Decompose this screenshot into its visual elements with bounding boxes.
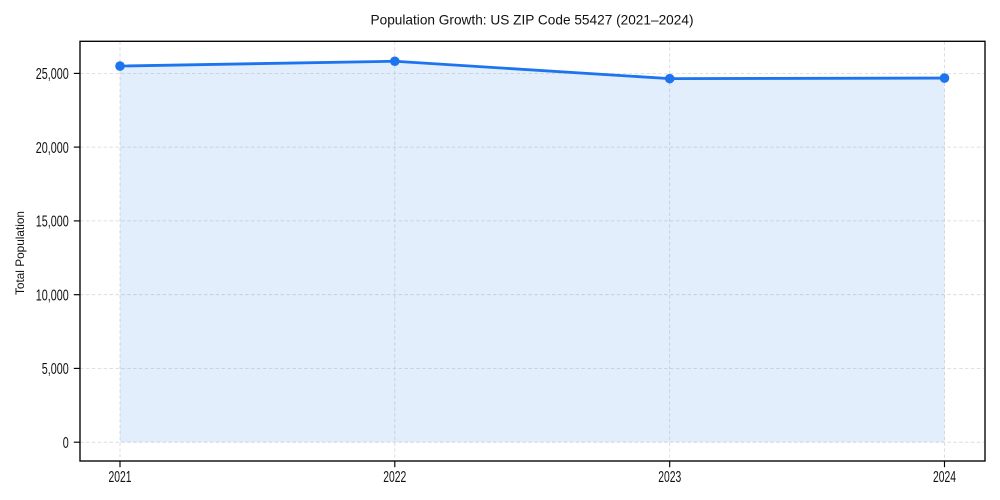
svg-text:2023: 2023 (658, 469, 681, 486)
svg-text:20,000: 20,000 (36, 140, 69, 157)
svg-text:15,000: 15,000 (36, 214, 69, 231)
svg-text:2021: 2021 (109, 469, 132, 486)
svg-text:2022: 2022 (383, 469, 406, 486)
svg-text:Total Population: Total Population (13, 211, 27, 295)
svg-text:0: 0 (63, 435, 69, 452)
svg-text:5,000: 5,000 (42, 361, 69, 378)
svg-text:Population Growth: US ZIP Code: Population Growth: US ZIP Code 55427 (20… (371, 12, 694, 28)
svg-text:2024: 2024 (933, 469, 956, 486)
svg-text:25,000: 25,000 (36, 66, 69, 83)
svg-text:10,000: 10,000 (36, 288, 69, 305)
